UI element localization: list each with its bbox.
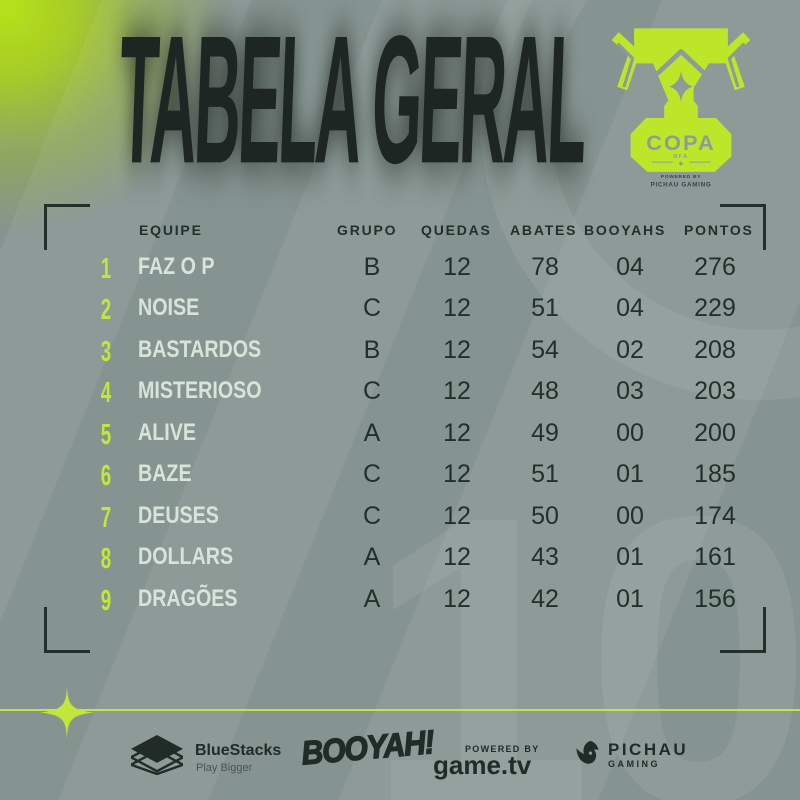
svg-text:PICHAU GAMING: PICHAU GAMING xyxy=(651,182,712,189)
svg-text:NFA: NFA xyxy=(673,154,688,160)
svg-text:COPA: COPA xyxy=(646,130,715,155)
svg-text:POWERED BY: POWERED BY xyxy=(661,174,701,180)
svg-text:◆: ◆ xyxy=(678,160,684,167)
